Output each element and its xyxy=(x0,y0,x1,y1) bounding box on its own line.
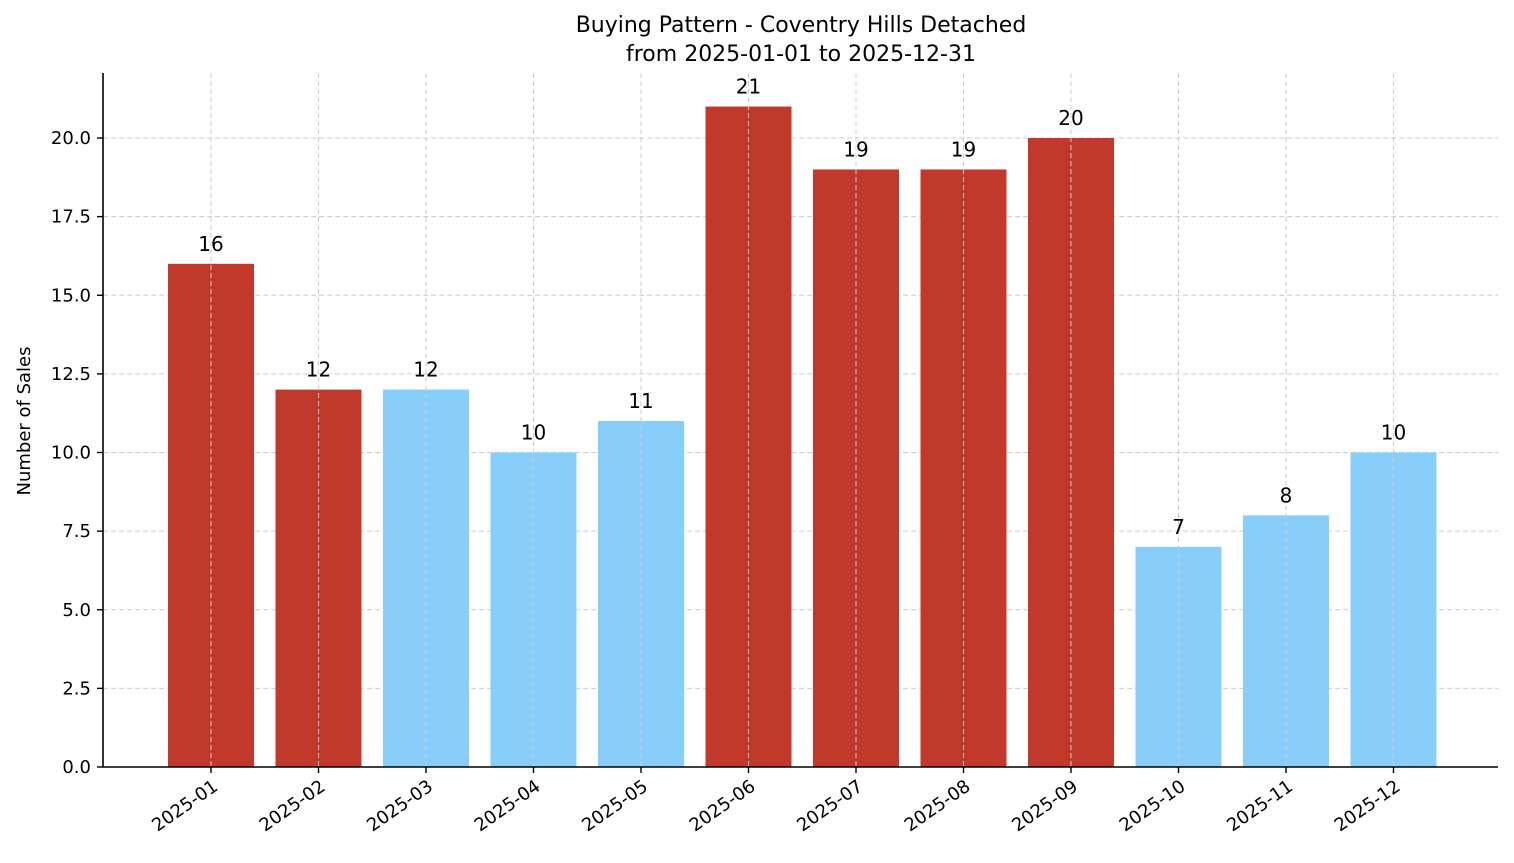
y-tick-label: 2.5 xyxy=(62,678,91,699)
bar-value-label: 19 xyxy=(951,137,976,161)
x-tick-label: 2025-03 xyxy=(363,776,437,836)
chart-subtitle: from 2025-01-01 to 2025-12-31 xyxy=(626,42,976,67)
bar-value-label: 19 xyxy=(843,137,868,161)
y-tick-label: 20.0 xyxy=(51,128,91,149)
bar-value-label: 11 xyxy=(628,389,653,413)
x-tick-label: 2025-08 xyxy=(901,776,975,836)
x-tick-label: 2025-06 xyxy=(686,776,760,836)
x-tick-label: 2025-12 xyxy=(1331,776,1405,836)
y-axis: 0.0 2.5 5.0 7.5 10.0 12.5 15.0 17.5 20.0 xyxy=(51,73,104,778)
bars xyxy=(168,106,1437,768)
bar-value-label: 8 xyxy=(1280,483,1293,507)
bar-value-label: 21 xyxy=(736,75,761,99)
x-tick-label: 2025-07 xyxy=(793,776,867,836)
bar-value-label: 10 xyxy=(521,421,546,445)
y-axis-label: Number of Sales xyxy=(14,346,35,495)
y-tick-label: 17.5 xyxy=(51,207,91,228)
x-tick-label: 2025-11 xyxy=(1223,776,1297,836)
y-tick-label: 0.0 xyxy=(62,757,91,778)
y-tick-label: 7.5 xyxy=(62,521,91,542)
bar-value-label: 16 xyxy=(198,232,223,256)
bar-value-label: 12 xyxy=(306,358,331,382)
y-tick-label: 5.0 xyxy=(62,600,91,621)
y-tick-label: 15.0 xyxy=(51,285,91,306)
bar-value-label: 7 xyxy=(1172,515,1185,539)
x-tick-label: 2025-02 xyxy=(256,776,330,836)
bar-value-label: 12 xyxy=(413,358,438,382)
bar-value-label: 10 xyxy=(1381,421,1406,445)
chart-title: Buying Pattern - Coventry Hills Detached xyxy=(576,13,1027,38)
x-axis: 2025-01 2025-02 2025-03 2025-04 2025-05 2025-… xyxy=(103,766,1498,836)
x-tick-label: 2025-01 xyxy=(148,776,222,836)
x-tick-label: 2025-05 xyxy=(578,776,652,836)
value-labels: 16 12 12 10 11 21 19 19 20 7 8 10 xyxy=(198,75,1406,539)
x-tick-label: 2025-04 xyxy=(471,776,545,836)
y-tick-label: 10.0 xyxy=(51,443,91,464)
vertical-gridlines xyxy=(210,73,1394,767)
bar-value-label: 20 xyxy=(1058,106,1083,130)
x-tick-label: 2025-10 xyxy=(1116,776,1190,836)
y-tick-label: 12.5 xyxy=(51,364,91,385)
x-tick-label: 2025-09 xyxy=(1008,776,1082,836)
